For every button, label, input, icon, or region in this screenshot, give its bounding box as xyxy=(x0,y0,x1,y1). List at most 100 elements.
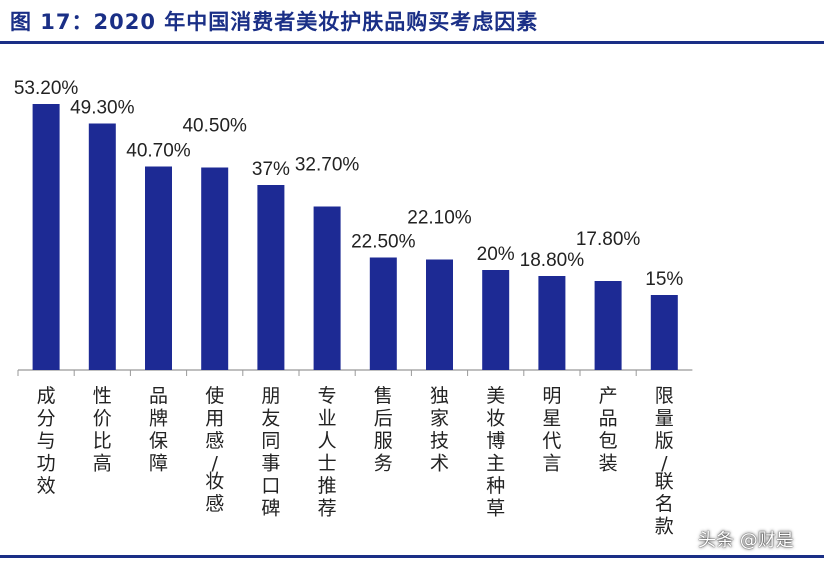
data-label: 22.10% xyxy=(407,208,472,229)
data-label: 53.20% xyxy=(14,78,79,99)
title-rule xyxy=(0,41,824,44)
svg-text:业: 业 xyxy=(318,408,337,430)
svg-text:产: 产 xyxy=(599,385,618,407)
svg-text:言: 言 xyxy=(542,453,561,475)
bar xyxy=(482,270,510,370)
svg-text:保: 保 xyxy=(149,430,168,452)
svg-text:感: 感 xyxy=(205,493,224,515)
svg-text:妆: 妆 xyxy=(205,471,224,493)
svg-text:技: 技 xyxy=(430,430,449,452)
svg-text:同: 同 xyxy=(261,430,280,452)
bar xyxy=(257,185,285,370)
bottom-rule xyxy=(0,555,824,558)
title-bar: 图 17：2020 年中国消费者美妆护肤品购买考虑因素 xyxy=(0,0,824,42)
svg-text:分: 分 xyxy=(37,408,56,430)
data-label: 40.70% xyxy=(126,141,191,162)
svg-text:功: 功 xyxy=(37,453,56,475)
svg-text:士: 士 xyxy=(318,453,337,475)
svg-text:种: 种 xyxy=(486,475,505,497)
svg-text:/: / xyxy=(211,453,218,475)
bar xyxy=(88,123,116,370)
svg-text:与: 与 xyxy=(37,430,56,452)
svg-text:牌: 牌 xyxy=(149,408,168,430)
watermark: 头条 @财是 xyxy=(698,530,794,551)
svg-text:名: 名 xyxy=(655,493,674,515)
data-label: 17.80% xyxy=(576,229,641,250)
svg-text:口: 口 xyxy=(261,475,280,497)
bar xyxy=(426,259,453,370)
svg-text:装: 装 xyxy=(599,453,618,475)
svg-text:品: 品 xyxy=(149,385,168,407)
svg-text:美: 美 xyxy=(486,385,505,407)
svg-text:品: 品 xyxy=(599,408,618,430)
svg-text:版: 版 xyxy=(655,430,674,452)
svg-text:荐: 荐 xyxy=(318,498,337,520)
svg-text:联: 联 xyxy=(655,471,674,493)
svg-text:专: 专 xyxy=(318,385,337,407)
svg-text:星: 星 xyxy=(542,408,561,430)
category-label: 使用感/妆感 xyxy=(205,385,224,515)
svg-text:博: 博 xyxy=(486,430,505,452)
svg-text:效: 效 xyxy=(37,475,56,497)
svg-text:家: 家 xyxy=(430,408,449,430)
svg-text:/: / xyxy=(661,453,668,475)
bar xyxy=(32,104,60,370)
svg-text:代: 代 xyxy=(542,430,561,452)
svg-text:明: 明 xyxy=(542,385,561,407)
svg-text:碑: 碑 xyxy=(261,498,280,520)
data-label: 32.70% xyxy=(295,155,360,176)
svg-text:性: 性 xyxy=(93,385,112,407)
data-label: 18.80% xyxy=(520,250,585,271)
svg-text:术: 术 xyxy=(430,453,449,475)
svg-text:限: 限 xyxy=(655,385,674,407)
bar xyxy=(369,257,397,370)
svg-text:主: 主 xyxy=(486,453,505,475)
svg-text:朋: 朋 xyxy=(261,385,280,407)
svg-text:务: 务 xyxy=(374,453,393,475)
svg-text:包: 包 xyxy=(599,430,618,452)
svg-text:服: 服 xyxy=(374,430,393,452)
bar xyxy=(538,276,566,370)
svg-text:草: 草 xyxy=(486,498,505,520)
svg-text:使: 使 xyxy=(205,385,224,407)
svg-text:款: 款 xyxy=(655,516,674,538)
svg-text:妆: 妆 xyxy=(486,408,505,430)
bar xyxy=(145,166,172,370)
data-label: 20% xyxy=(477,244,515,265)
category-label: 限量版/联名款 xyxy=(655,385,674,538)
data-label: 15% xyxy=(645,269,683,290)
svg-text:后: 后 xyxy=(374,408,393,430)
svg-text:价: 价 xyxy=(93,408,112,430)
svg-text:高: 高 xyxy=(93,453,112,475)
data-label: 37% xyxy=(252,159,290,180)
data-label: 49.30% xyxy=(70,98,135,119)
svg-text:友: 友 xyxy=(261,408,280,430)
svg-text:推: 推 xyxy=(318,475,337,497)
svg-text:独: 独 xyxy=(430,385,449,407)
chart-title: 图 17：2020 年中国消费者美妆护肤品购买考虑因素 xyxy=(10,10,539,34)
svg-text:售: 售 xyxy=(374,385,393,407)
bar xyxy=(201,167,229,370)
bar xyxy=(594,281,622,370)
bar xyxy=(313,206,341,370)
svg-text:量: 量 xyxy=(655,408,674,430)
svg-text:人: 人 xyxy=(318,430,337,452)
svg-text:事: 事 xyxy=(261,453,280,475)
bar xyxy=(650,295,678,370)
svg-text:用: 用 xyxy=(205,408,224,430)
svg-text:障: 障 xyxy=(149,453,168,475)
svg-text:感: 感 xyxy=(205,430,224,452)
svg-text:比: 比 xyxy=(93,430,112,452)
data-label: 22.50% xyxy=(351,232,416,253)
